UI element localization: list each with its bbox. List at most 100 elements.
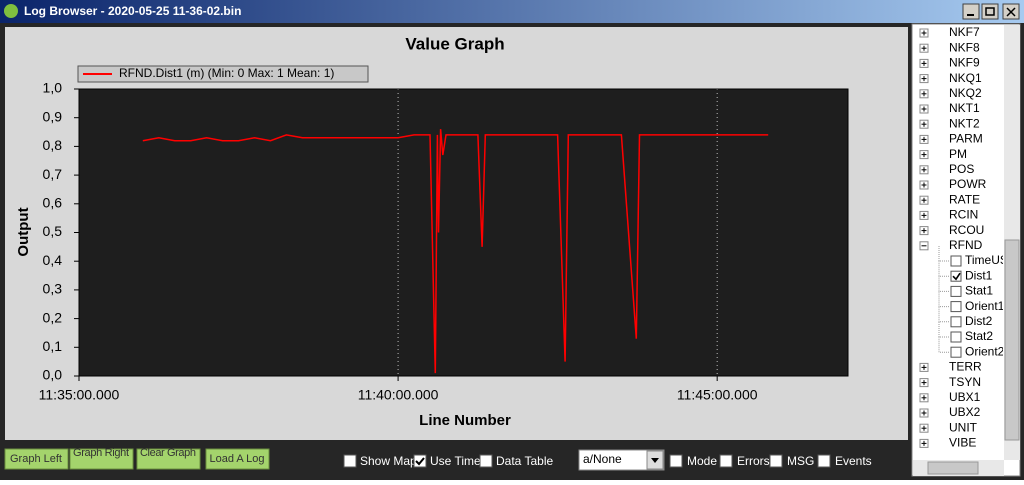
button[interactable] <box>4 448 69 470</box>
y-axis-label: Output <box>15 207 32 256</box>
checkbox[interactable] <box>950 301 962 313</box>
dropdown-value: a/None <box>583 452 622 466</box>
x-tick-label: 11:40:00.000 <box>358 387 439 403</box>
tree-item[interactable]: Dist1 <box>965 268 993 282</box>
checkbox[interactable] <box>950 285 962 297</box>
checkbox[interactable] <box>413 454 427 468</box>
tree-item[interactable]: RATE <box>949 192 980 206</box>
checkbox[interactable] <box>769 454 783 468</box>
title-bar <box>0 0 1024 23</box>
scroll-thumb[interactable] <box>927 461 979 475</box>
data-line <box>142 129 769 374</box>
tree-connector <box>938 261 950 277</box>
dropdown-arrow <box>651 458 659 463</box>
y-tick-label: 0,6 <box>43 195 63 211</box>
tree-item[interactable]: NKF7 <box>949 25 980 39</box>
tree-item[interactable]: NKF9 <box>949 56 980 70</box>
checkbox-label: Mode <box>687 454 717 468</box>
plot-frame <box>78 88 849 377</box>
tree-item[interactable]: TERR <box>949 360 982 374</box>
tree-item[interactable]: POWR <box>949 177 987 191</box>
tree-item[interactable]: NKF8 <box>949 40 980 54</box>
y-tick-label: 0,3 <box>43 281 63 297</box>
tree-item[interactable]: Orient2 <box>965 344 1005 358</box>
tree-connector <box>938 322 950 338</box>
checkbox-label: Errors <box>737 454 770 468</box>
button-label: Clear Graph <box>140 447 196 459</box>
checkbox[interactable] <box>719 454 733 468</box>
checkbox[interactable] <box>950 331 962 343</box>
checkbox[interactable] <box>950 270 962 282</box>
tree-item[interactable]: UBX1 <box>949 390 981 404</box>
maximize-button[interactable] <box>981 3 999 20</box>
tree-item[interactable]: PM <box>949 147 967 161</box>
app-icon <box>4 4 18 18</box>
tree-item[interactable]: NKQ2 <box>949 86 982 100</box>
window-title: Log Browser - 2020-05-25 11-36-02.bin <box>24 4 241 18</box>
window-controls <box>962 3 1020 20</box>
tree-item[interactable]: Stat2 <box>965 329 993 343</box>
tree-connector <box>938 306 950 323</box>
tree-item[interactable]: NKQ1 <box>949 71 982 85</box>
tree-item[interactable]: RFND <box>949 238 983 252</box>
checkbox-label: Data Table <box>496 454 553 468</box>
tree-connector <box>938 276 950 292</box>
icon <box>985 7 995 16</box>
checkbox-label: MSG <box>787 454 814 468</box>
x-tick-label: 11:45:00.000 <box>677 387 758 403</box>
tree-item[interactable]: UNIT <box>949 420 978 434</box>
minimize-button[interactable] <box>962 3 980 20</box>
tree-item[interactable]: Dist2 <box>965 314 993 328</box>
checkbox-label: Show Map <box>360 454 417 468</box>
checkbox[interactable] <box>950 255 962 267</box>
y-tick-label: 0,1 <box>43 338 63 354</box>
tree-item[interactable]: TSYN <box>949 375 981 389</box>
y-tick-label: 0,4 <box>43 252 63 268</box>
checkbox[interactable] <box>669 454 683 468</box>
tree-item[interactable]: VIBE <box>949 436 976 450</box>
tree-connector <box>938 246 950 262</box>
check-mark <box>952 272 961 281</box>
scroll-thumb[interactable] <box>1004 239 1020 441</box>
button[interactable] <box>69 448 134 470</box>
checkbox[interactable] <box>343 454 357 468</box>
dropdown[interactable] <box>578 449 665 471</box>
button-label: Graph Right <box>73 447 129 459</box>
chart-title: Value Graph <box>405 34 504 53</box>
checkbox[interactable] <box>817 454 831 468</box>
checkbox-label: Events <box>835 454 872 468</box>
checkbox[interactable] <box>479 454 493 468</box>
y-tick-label: 0,5 <box>43 223 63 239</box>
checkbox-label: Use Time <box>430 454 481 468</box>
y-tick-label: 0,2 <box>43 309 63 325</box>
checkbox[interactable] <box>950 346 962 358</box>
y-tick-label: 0,7 <box>43 166 63 182</box>
legend <box>77 65 369 83</box>
tree-item[interactable]: UBX2 <box>949 405 981 419</box>
button-label: Load A Log <box>209 453 264 465</box>
button-label: Graph Left <box>10 453 62 465</box>
tree-item[interactable]: Orient1 <box>965 299 1005 313</box>
check-mark <box>415 457 425 466</box>
y-tick-label: 0,9 <box>43 108 63 124</box>
tree-item[interactable]: NKT2 <box>949 116 980 130</box>
tree-item[interactable]: Stat1 <box>965 284 993 298</box>
tree-item[interactable]: PARM <box>949 132 983 146</box>
icon <box>1006 7 1016 17</box>
checkbox[interactable] <box>950 316 962 328</box>
y-tick-label: 1,0 <box>43 80 63 96</box>
legend-label: RFND.Dist1 (m) (Min: 0 Max: 1 Mean: 1) <box>119 66 334 80</box>
button[interactable] <box>136 448 201 470</box>
tree-item[interactable]: RCOU <box>949 223 984 237</box>
button[interactable] <box>205 448 270 470</box>
tree-item[interactable]: NKT1 <box>949 101 980 115</box>
y-tick-label: 0,0 <box>43 367 63 383</box>
tree-item[interactable]: RCIN <box>949 208 978 222</box>
tree-item[interactable]: TimeUS <box>965 253 1008 267</box>
tree-connector <box>938 337 950 353</box>
tree-item[interactable]: POS <box>949 162 974 176</box>
plot-area <box>79 89 848 376</box>
